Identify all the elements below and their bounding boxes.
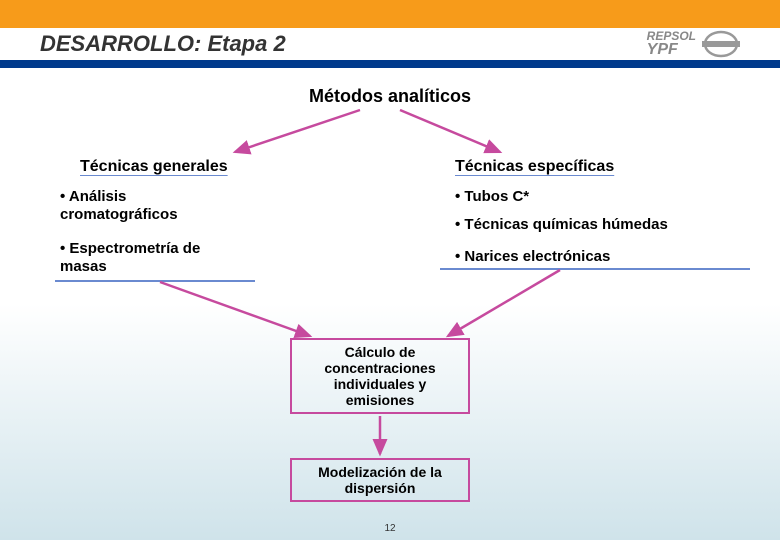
logo-line2: YPF bbox=[647, 42, 678, 58]
model-box: Modelización de la dispersión bbox=[290, 458, 470, 502]
model-box-text: Modelización de la dispersión bbox=[302, 464, 458, 496]
content-area: Métodos analíticos Técnicas generales Té… bbox=[0, 68, 780, 540]
logo-icon bbox=[702, 30, 740, 58]
repsol-ypf-logo: REPSOL YPF bbox=[647, 30, 740, 58]
header: DESARROLLO: Etapa 2 REPSOL YPF bbox=[0, 30, 780, 58]
diagram-main-title: Métodos analíticos bbox=[309, 86, 471, 107]
right-bullet-1: • Tubos C* bbox=[455, 188, 529, 205]
right-bullet-3: • Narices electrónicas bbox=[455, 248, 610, 265]
left-underline bbox=[55, 280, 255, 282]
left-bullet-1: • Análisis cromatográficos bbox=[60, 188, 240, 224]
right-bullet-2: • Técnicas químicas húmedas bbox=[455, 216, 668, 233]
right-subheading: Técnicas específicas bbox=[455, 158, 614, 176]
page-title: DESARROLLO: Etapa 2 bbox=[40, 31, 286, 57]
top-orange-band bbox=[0, 0, 780, 28]
left-bullet-2: • Espectrometría de masas bbox=[60, 240, 240, 276]
page-number: 12 bbox=[384, 523, 395, 534]
left-subheading: Técnicas generales bbox=[80, 158, 228, 176]
blue-divider-bar bbox=[0, 60, 780, 68]
calc-box-text: Cálculo de concentraciones individuales … bbox=[302, 344, 458, 408]
right-underline bbox=[440, 268, 750, 270]
calc-box: Cálculo de concentraciones individuales … bbox=[290, 338, 470, 414]
logo-text: REPSOL YPF bbox=[647, 30, 696, 58]
